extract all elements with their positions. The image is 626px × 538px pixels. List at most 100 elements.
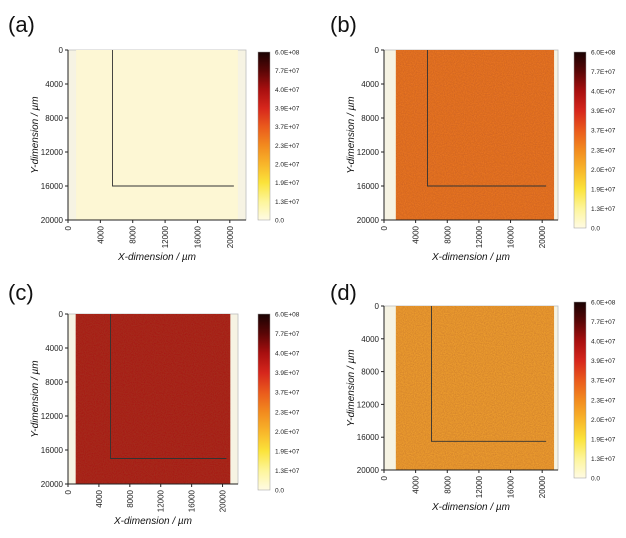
colorbar-tick-label: 6.0E+08 [275,50,300,57]
colorbar-tick-label: 7.7E+07 [275,331,300,338]
y-tick-label: 0 [375,46,380,55]
sample-edge-line [110,314,227,459]
colorbar [257,313,271,491]
x-tick-label: 12000 [475,225,484,248]
x-tick-label: 8000 [126,489,135,507]
y-tick-label: 16000 [41,182,64,191]
y-axis-title: Y-dimension / µm [30,360,41,437]
y-tick-label: 12000 [357,400,380,409]
colorbar-tick-label: 3.7E+07 [275,390,300,397]
colorbar-tick-label: 1.3E+07 [591,456,616,463]
colorbar-tick-label: 7.7E+07 [275,68,300,75]
colorbar-tick-label: 3.9E+07 [591,358,616,365]
x-tick-label: 4000 [96,225,105,243]
colorbar-tick-label: 1.3E+07 [275,199,300,206]
x-tick-label: 0 [64,225,73,230]
y-tick-label: 16000 [357,182,380,191]
y-tick-label: 20000 [41,216,64,225]
y-tick-label: 0 [59,310,64,319]
y-tick-label: 4000 [45,344,63,353]
colorbar-tick-label: 2.0E+07 [275,429,300,436]
x-tick-label: 16000 [193,225,202,248]
y-tick-label: 16000 [357,433,380,442]
colorbar-tick-label: 4.0E+07 [591,339,616,346]
y-axis-title: Y-dimension / µm [346,349,357,426]
heatmap-surface [75,314,231,484]
y-tick-label: 20000 [357,216,380,225]
x-tick-label: 8000 [443,225,452,243]
x-tick-label: 20000 [538,475,547,498]
x-tick-label: 12000 [161,225,170,248]
colorbar-tick-label: 3.7E+07 [275,124,300,131]
y-tick-label: 20000 [41,480,64,489]
colorbar-tick-label: 2.3E+07 [275,409,300,416]
x-tick-label: 12000 [157,489,166,512]
colorbar-tick-label: 0.0 [591,476,600,483]
colorbar-tick-label: 3.7E+07 [591,128,616,135]
x-axis-title: X-dimension / µm [431,252,510,263]
colorbar-tick-label: 2.0E+07 [275,162,300,169]
colorbar-tick-label: 3.9E+07 [275,370,300,377]
y-axis-title: Y-dimension / µm [346,96,357,173]
x-tick-label: 8000 [129,225,138,243]
y-axis-title: Y-dimension / µm [30,96,41,173]
panel-label: (d) [330,280,357,305]
panel-label: (c) [8,280,34,305]
x-tick-label: 16000 [188,489,197,512]
y-tick-label: 20000 [357,466,380,475]
colorbar-tick-label: 1.9E+07 [275,180,300,187]
colorbar-tick-label: 2.3E+07 [275,143,300,150]
x-tick-label: 20000 [538,225,547,248]
y-tick-label: 8000 [45,378,63,387]
x-tick-label: 16000 [507,475,516,498]
x-tick-label: 4000 [412,225,421,243]
colorbar-tick-label: 3.7E+07 [591,378,616,385]
y-tick-label: 12000 [357,148,380,157]
y-tick-label: 12000 [41,412,64,421]
sample-edge-line [427,50,547,187]
y-tick-label: 4000 [361,80,379,89]
colorbar-tick-label: 2.0E+07 [591,167,616,174]
y-tick-label: 8000 [361,368,379,377]
colorbar-tick-label: 0.0 [275,218,284,225]
colorbar-tick-label: 6.0E+08 [591,50,616,57]
panel-label: (a) [8,12,35,37]
y-tick-label: 12000 [41,148,64,157]
colorbar [257,51,271,221]
colorbar-tick-label: 1.3E+07 [275,468,300,475]
colorbar-tick-label: 3.9E+07 [275,106,300,113]
x-tick-label: 8000 [443,475,452,493]
y-tick-label: 4000 [45,80,63,89]
x-tick-label: 4000 [412,475,421,493]
heatmap-surface [395,306,555,470]
y-tick-label: 16000 [41,446,64,455]
colorbar-tick-label: 4.0E+07 [275,351,300,358]
x-tick-label: 0 [64,489,73,494]
colorbar-tick-label: 1.3E+07 [591,206,616,213]
y-tick-label: 0 [59,46,64,55]
x-tick-label: 16000 [507,225,516,248]
colorbar-tick-label: 2.0E+07 [591,417,616,424]
x-tick-label: 0 [380,475,389,480]
y-tick-label: 4000 [361,335,379,344]
colorbar [573,301,587,479]
colorbar-tick-label: 1.9E+07 [591,186,616,193]
y-tick-label: 0 [375,302,380,311]
x-axis-title: X-dimension / µm [113,516,192,527]
colorbar-tick-label: 0.0 [591,226,600,233]
colorbar-tick-label: 1.9E+07 [591,436,616,443]
colorbar-tick-label: 7.7E+07 [591,319,616,326]
x-tick-label: 0 [380,225,389,230]
x-axis-title: X-dimension / µm [117,252,196,263]
heatmap-surface [76,50,238,220]
colorbar-tick-label: 1.9E+07 [275,448,300,455]
colorbar-tick-label: 6.0E+08 [275,312,300,319]
x-tick-label: 12000 [475,475,484,498]
colorbar-tick-label: 3.9E+07 [591,108,616,115]
colorbar-tick-label: 7.7E+07 [591,69,616,76]
